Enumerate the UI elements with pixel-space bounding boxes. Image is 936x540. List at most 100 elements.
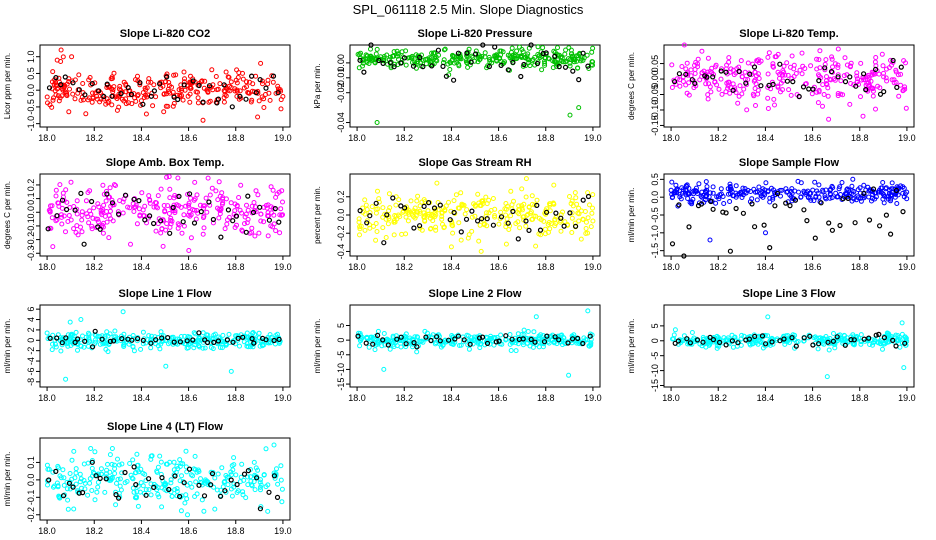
reference-point: [385, 342, 391, 348]
data-point: [503, 201, 509, 206]
data-point: [714, 194, 720, 200]
data-point: [827, 187, 833, 193]
data-point: [280, 199, 285, 205]
reference-point: [257, 76, 263, 83]
reference-point: [423, 334, 429, 340]
reference-point: [498, 214, 505, 220]
panel-3: Slope Li-820 Temp.-0.15-0.10-0.050.000.0…: [627, 28, 916, 143]
data-point: [119, 461, 125, 467]
data-point: [507, 53, 513, 59]
data-point: [139, 190, 145, 196]
data-point: [161, 218, 166, 224]
data-point: [868, 78, 874, 84]
data-point: [258, 211, 264, 217]
data-point: [721, 201, 727, 206]
reference-point: [801, 335, 807, 341]
y-tick-label: 0.2: [26, 179, 36, 192]
data-point: [112, 328, 118, 334]
data-point: [192, 453, 198, 459]
data-point: [693, 59, 699, 65]
data-point: [130, 333, 136, 338]
data-point: [153, 228, 159, 234]
data-point: [576, 105, 582, 111]
data-point: [469, 214, 475, 220]
data-point: [368, 55, 374, 61]
data-point: [861, 182, 867, 188]
data-point: [113, 489, 119, 495]
data-point: [192, 494, 198, 499]
data-point: [835, 91, 841, 96]
reference-point: [204, 339, 211, 346]
data-point: [685, 196, 691, 201]
data-point: [80, 333, 85, 339]
data-point: [68, 179, 74, 185]
data-point: [107, 452, 113, 458]
x-tick-label: 18.8: [851, 262, 869, 272]
y-tick-label: -0.5: [26, 99, 36, 115]
data-point: [166, 211, 172, 216]
data-point: [215, 197, 221, 203]
data-point: [847, 101, 853, 107]
x-tick-label: 18.0: [38, 262, 56, 272]
y-tick-label: -0.04: [336, 112, 346, 133]
data-point: [111, 182, 117, 188]
data-point: [707, 237, 713, 243]
data-point: [447, 67, 453, 72]
data-point: [808, 63, 814, 69]
reference-point: [876, 223, 883, 229]
data-point: [239, 227, 245, 233]
data-point: [261, 96, 267, 102]
data-point: [899, 340, 905, 346]
data-point: [187, 91, 193, 97]
reference-point: [70, 80, 76, 86]
data-point: [904, 196, 910, 202]
data-point: [479, 198, 485, 204]
data-point: [67, 471, 73, 476]
data-point: [490, 196, 496, 201]
data-point: [233, 77, 239, 83]
data-point: [258, 218, 264, 224]
data-point: [689, 330, 695, 335]
data-point: [684, 60, 690, 66]
reference-point: [505, 67, 511, 73]
data-point: [475, 54, 481, 60]
y-tick-label: 0: [650, 338, 660, 343]
data-point: [870, 88, 876, 94]
data-point: [140, 90, 146, 96]
data-point: [102, 333, 108, 339]
data-point: [725, 83, 731, 89]
reference-point: [730, 87, 736, 93]
data-point: [894, 201, 900, 206]
data-point: [151, 481, 157, 487]
reference-point: [847, 74, 853, 80]
data-point: [429, 50, 435, 56]
reference-point: [240, 334, 246, 340]
data-point: [170, 208, 176, 214]
reference-point: [676, 202, 682, 208]
data-point: [731, 72, 737, 78]
data-point: [63, 187, 69, 193]
data-point: [695, 56, 701, 62]
data-point: [671, 332, 677, 338]
x-tick-label: 18.6: [804, 262, 822, 272]
data-point: [463, 58, 469, 64]
data-point: [827, 191, 833, 197]
data-point: [253, 73, 259, 79]
data-point: [232, 208, 238, 214]
data-point: [513, 348, 519, 354]
data-point: [186, 200, 192, 206]
data-point: [718, 76, 724, 82]
data-point: [64, 90, 70, 96]
data-point: [251, 479, 257, 484]
data-point: [199, 497, 205, 503]
reference-point: [82, 338, 88, 344]
data-point: [79, 229, 85, 235]
data-point: [742, 186, 748, 192]
data-point: [56, 98, 62, 104]
data-point: [58, 47, 64, 53]
data-point: [897, 334, 903, 340]
data-point: [123, 101, 129, 107]
data-point: [770, 61, 776, 67]
reference-point: [710, 74, 716, 80]
reference-point: [881, 88, 887, 95]
